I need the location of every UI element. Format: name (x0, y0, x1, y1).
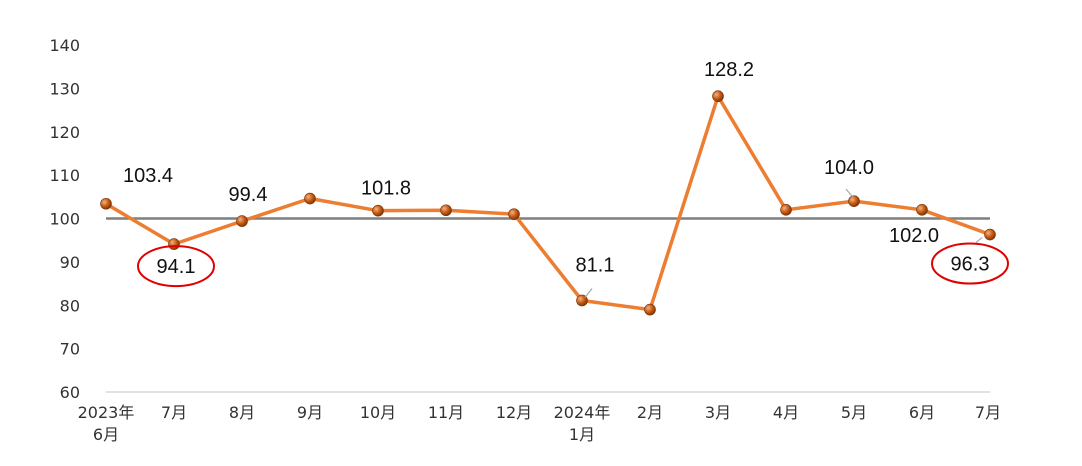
x-tick-label: 2023年 (78, 403, 135, 422)
y-tick-label: 70 (60, 340, 80, 359)
x-tick-label: 4月 (773, 403, 799, 422)
x-tick-label: 1月 (569, 425, 595, 444)
y-tick-label: 80 (60, 296, 80, 315)
label-leader-line (845, 188, 854, 198)
data-point (984, 228, 996, 241)
y-tick-label: 60 (60, 383, 80, 402)
x-tick-label: 8月 (229, 403, 255, 422)
x-tick-label: 9月 (297, 403, 323, 422)
x-tick-label: 6月 (909, 403, 935, 422)
data-label: 96.3 (951, 254, 990, 276)
data-label: 94.1 (157, 256, 196, 278)
data-labels-group: 103.4 94.1 99.4 101.8 81.1 128.2 104.0 102.0 96.… (123, 59, 1009, 298)
data-label: 101.8 (361, 178, 411, 200)
x-tick-label: 11月 (428, 403, 464, 422)
data-point (644, 303, 656, 316)
data-point (780, 204, 792, 216)
data-label: 103.4 (123, 165, 173, 187)
y-tick-label: 100 (49, 210, 80, 229)
label-leader-line (584, 288, 593, 298)
data-label: 104.0 (824, 157, 874, 179)
highlight-circle (931, 242, 1009, 285)
x-tick-label: 3月 (705, 403, 731, 422)
data-point (916, 204, 928, 216)
data-point (168, 238, 180, 250)
label-leader-line (975, 237, 983, 244)
y-tick-label: 90 (60, 253, 80, 272)
y-tick-label: 140 (49, 36, 80, 55)
markers-group (100, 90, 996, 316)
x-tick-label: 5月 (841, 403, 867, 422)
data-label: 128.2 (704, 59, 754, 81)
highlight-circle (137, 245, 215, 288)
x-tick-label: 2月 (637, 403, 663, 422)
data-point (712, 90, 724, 102)
data-label: 81.1 (576, 254, 615, 276)
series-line-group (104, 94, 992, 312)
data-label: 99.4 (229, 184, 268, 206)
data-point (576, 294, 588, 307)
data-point (440, 204, 452, 217)
series-line (104, 94, 992, 312)
x-tick-label: 7月 (161, 403, 187, 422)
data-label: 102.0 (889, 225, 939, 247)
x-tick-label: 2024年 (554, 403, 611, 422)
x-tick-label: 10月 (360, 403, 396, 422)
data-point (372, 204, 384, 217)
x-axis-ticks: 2023年 6月 7月 8月 9月 10月 11月 12月 2024年 1月 2月 3月 4月 5月 6月 7… (78, 403, 1001, 444)
data-point (100, 197, 112, 210)
x-tick-label: 7月 (975, 403, 1001, 422)
data-point (304, 192, 316, 205)
y-tick-label: 130 (49, 79, 80, 98)
y-tick-label: 110 (49, 166, 80, 185)
data-point (236, 215, 248, 227)
x-tick-label: 6月 (93, 425, 119, 444)
y-axis-ticks: 60 70 80 90 100 110 120 130 140 (49, 36, 80, 402)
x-tick-label: 12月 (496, 403, 532, 422)
data-point (848, 195, 860, 207)
y-tick-label: 120 (49, 123, 80, 142)
data-point (508, 208, 520, 220)
